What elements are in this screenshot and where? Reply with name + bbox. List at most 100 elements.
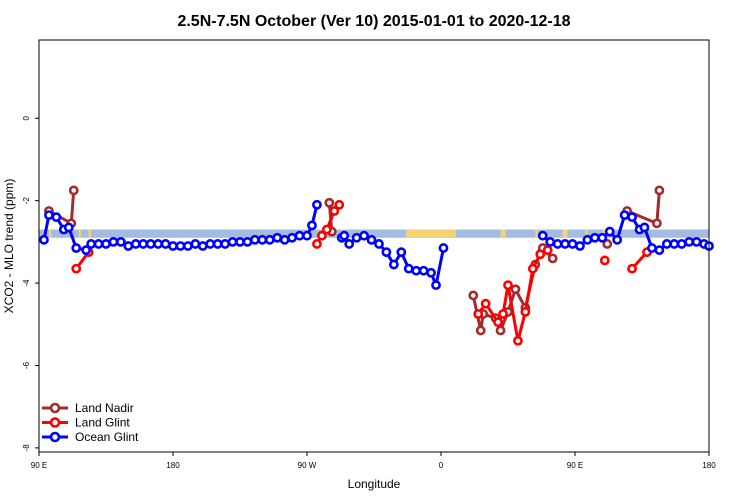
series-1-point-2-4 — [503, 280, 513, 291]
series-0-point-4-2 — [654, 185, 665, 196]
series-1-point-3-0 — [599, 255, 610, 266]
series-2-point-0-14 — [138, 239, 149, 249]
series-2-point-2-16 — [654, 245, 665, 256]
y-tick-label-0: 0 — [22, 116, 31, 121]
series-2-point-0-11 — [115, 236, 126, 247]
series-2-point-0-35 — [294, 230, 305, 241]
series-1-point-1-2 — [321, 224, 332, 235]
legend-label-1: Land Glint — [75, 416, 130, 430]
series-2-point-0-34 — [287, 232, 298, 243]
series-2-point-2-8 — [597, 232, 608, 243]
x-tick-label-3: 0 — [439, 461, 444, 470]
series-2-point-0-0 — [39, 234, 49, 245]
series-2-point-0-23 — [205, 239, 216, 249]
series-2-point-1-2 — [344, 239, 355, 249]
plot-frame — [38, 39, 710, 453]
series-2-point-2-19 — [676, 239, 687, 249]
series-1-point-4-0 — [627, 263, 637, 274]
series-2-point-0-27 — [235, 236, 245, 247]
legend-item-2: Ocean Glint — [42, 430, 139, 444]
chart-title: 2.5N-7.5N October (Ver 10) 2015-01-01 to… — [177, 13, 570, 30]
series-2-point-2-7 — [589, 232, 600, 243]
series-1-point-2-9 — [542, 245, 553, 256]
series-2-point-2-20 — [684, 236, 695, 247]
series-2-point-0-10 — [108, 236, 119, 247]
series-2-point-2-12 — [627, 212, 637, 223]
series-2-point-0-28 — [242, 236, 253, 247]
series-1-point-2-1 — [480, 298, 491, 309]
series-2-point-0-24 — [212, 239, 223, 249]
series-2-point-0-13 — [130, 239, 141, 249]
series-2-point-0-16 — [153, 239, 164, 249]
series-1-point-1-0 — [312, 239, 322, 249]
series-2-point-0-15 — [145, 239, 156, 249]
series-2-point-2-2 — [552, 239, 563, 249]
series-0-point-4-1 — [651, 218, 662, 229]
y-tick-label-3: -6 — [22, 361, 31, 369]
legend-marker-0 — [49, 402, 61, 414]
series-2-point-2-17 — [661, 239, 672, 249]
series-1-point-1-1 — [316, 230, 327, 241]
series-0-point-2-10 — [547, 253, 558, 264]
band-highlight-3 — [406, 229, 456, 238]
series-2-point-0-4 — [63, 222, 74, 233]
x-tick-label-0: 90 E — [31, 461, 47, 470]
series-2-point-0-17 — [160, 239, 171, 249]
series-2-point-2-6 — [582, 234, 593, 245]
series-2-point-0-1 — [44, 210, 54, 220]
series-2-point-0-12 — [123, 241, 134, 251]
series-2-point-2-5 — [575, 241, 585, 251]
y-tick-label-4: -8 — [22, 444, 31, 452]
series-2-point-0-29 — [249, 234, 260, 245]
series-2-point-0-9 — [101, 239, 111, 249]
series-2-point-2-15 — [647, 243, 657, 253]
series-2-point-2-14 — [639, 222, 650, 233]
y-tick-label-2: -4 — [22, 279, 31, 287]
series-0 — [44, 185, 665, 336]
series-2-point-0-32 — [272, 232, 283, 243]
series-0-point-0-2 — [68, 185, 79, 196]
x-axis-title: Longitude — [348, 477, 401, 491]
series-2-point-1-8 — [388, 259, 399, 270]
series-1-point-0-0 — [71, 263, 82, 274]
series-1-point-2-2 — [493, 317, 503, 328]
series-1-point-1-3 — [329, 206, 340, 216]
series-2-point-1-9 — [396, 247, 407, 258]
band-highlight-5 — [535, 229, 538, 238]
series-1-point-2-0 — [473, 309, 484, 319]
x-tick-label-1: 180 — [166, 461, 180, 470]
series-2-point-1-12 — [418, 265, 429, 276]
series-2-point-0-8 — [93, 239, 104, 249]
y-axis: 0 -2 -4 -6 -8 — [22, 116, 39, 452]
series-2-point-1-3 — [351, 232, 362, 243]
series-2-point-2-3 — [560, 239, 570, 249]
y-tick-label-1: -2 — [22, 197, 31, 205]
series-2-point-0-18 — [168, 241, 178, 251]
legend-label-2: Ocean Glint — [75, 430, 139, 444]
x-tick-label-2: 90 W — [298, 461, 317, 470]
series-2-point-0-22 — [197, 241, 208, 251]
series-2-point-0-25 — [220, 239, 231, 249]
series-layer — [39, 185, 714, 346]
series-0-point-1-0 — [324, 197, 335, 208]
series-2-point-1-1 — [339, 230, 350, 241]
series-2-point-0-6 — [81, 245, 92, 256]
legend-item-1: Land Glint — [42, 416, 130, 430]
series-1-point-2-6 — [520, 307, 531, 317]
band-base — [39, 229, 709, 238]
series-2-point-0-38 — [312, 199, 322, 210]
legend-item-0: Land Nadir — [42, 401, 134, 415]
series-2-point-0-30 — [257, 234, 268, 245]
x-tick-label-4: 90 E — [567, 461, 583, 470]
series-2-point-1-14 — [431, 280, 441, 291]
x-tick-label-5: 180 — [702, 461, 716, 470]
series-2-point-2-9 — [604, 226, 615, 237]
series-2-point-0-36 — [302, 230, 312, 241]
series-2-point-0-33 — [279, 234, 290, 245]
series-2-point-2-1 — [545, 236, 556, 247]
series-2-point-1-5 — [366, 234, 377, 245]
series-0-point-2-0 — [468, 290, 479, 301]
series-2-point-2-10 — [612, 234, 623, 245]
series-2-point-1-13 — [426, 267, 436, 278]
